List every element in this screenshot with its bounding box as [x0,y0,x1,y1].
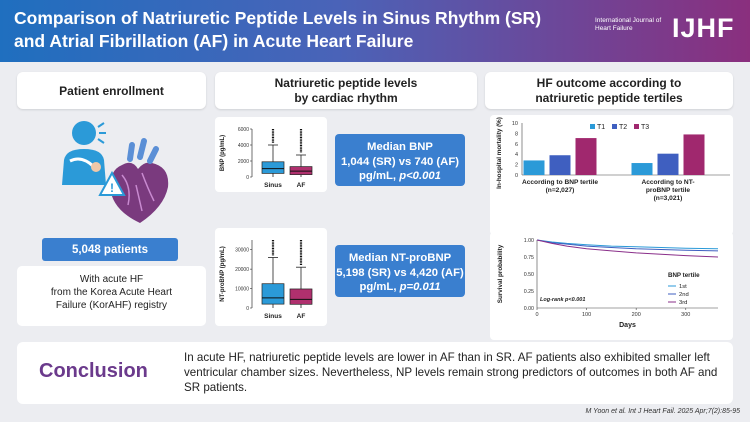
y-tick-label: 10 [512,121,518,127]
box-sinus [261,161,285,174]
bar-t2-group1 [549,155,571,175]
ntprobnp-boxplot-card: 0 10000 20000 30000 NT-proBNP (pg/mL) Sinus AF [215,228,327,326]
legend-swatch-t2 [612,124,617,129]
bnp-boxplot: 0 2000 4000 6000 BNP (pg/mL) Sinus AF [220,127,313,189]
y-tick-label: 1.00 [524,238,534,244]
bnp-median-box: Median BNP 1,044 (SR) vs 740 (AF) pg/mL,… [335,134,465,186]
x-category-label: AF [297,313,306,320]
box-af [289,288,313,305]
y-axis-label: NT-proBNP (pg/mL) [220,246,226,302]
x-category-label: (n=3,021) [654,195,683,202]
km-line-3rd [536,239,719,258]
panel-head-outcome: HF outcome according to natriuretic pepti… [485,72,733,109]
header-banner: Comparison of Natriuretic Peptide Levels… [0,0,750,62]
y-tick-label: 2 [515,163,518,169]
y-tick-label: 6000 [238,127,249,133]
patient-count-badge: 5,048 patients [42,238,178,261]
x-category-label: Sinus [264,313,282,320]
journal-name: International Journal of Heart Failure [595,17,662,32]
patient-heart-illustration: ! [62,121,169,223]
legend-label-t2: T2 [619,124,627,131]
y-axis-label: In-hospital mortality (%) [496,117,503,189]
x-axis-label: Days [619,322,636,329]
y-tick-label: 0 [515,173,518,179]
y-tick-label: 10000 [235,287,249,293]
panel-head-np-levels: Natriuretic peptide levels by cardiac rhy… [215,72,477,109]
legend-title: BNP tertile [668,272,700,279]
km-line-1st [536,239,719,250]
y-tick-label: 8 [515,131,518,137]
legend-swatch-t1 [590,124,595,129]
legend-label-1st: 1st [679,284,687,290]
x-category-label: AF [297,182,306,189]
y-axis-label: BNP (pg/mL) [220,135,226,171]
warning-icon [98,170,126,196]
bar-t3-group2 [683,134,705,175]
legend-swatch-t3 [634,124,639,129]
conclusion-label: Conclusion [39,360,148,382]
x-tick-label: 100 [582,312,591,318]
legend-label-2nd: 2nd [679,292,689,298]
box-sinus [261,283,285,305]
y-tick-label: 30000 [235,248,249,254]
y-tick-label: 0.75 [524,255,534,261]
y-tick-label: 4 [515,152,518,158]
bar-t2-group2 [657,153,679,175]
citation: M Yoon et al. Int J Heart Fail. 2025 Apr… [585,408,740,415]
mortality-bar-card: 0 2 4 6 8 10 In-hospital mortality (%) T1 T2 T3 Ac… [490,115,733,235]
ntprobnp-boxplot: 0 10000 20000 30000 NT-proBNP (pg/mL) Sinus AF [220,240,313,320]
x-category-label: According to BNP tertile [522,179,598,186]
bar-t1-group1 [523,160,545,175]
y-tick-label: 2000 [238,159,249,165]
x-tick-label: 200 [632,312,641,318]
x-tick-label: 0 [535,312,538,318]
km-line-2nd [536,239,719,252]
registry-description: With acute HF from the Korea Acute Heart… [17,266,206,326]
conclusion-box: Conclusion In acute HF, natriuretic pept… [17,342,733,404]
legend-label-t3: T3 [641,124,649,131]
bar-t1-group2 [631,163,653,175]
y-tick-label: 0 [246,306,249,312]
legend-label-3rd: 3rd [679,300,687,306]
x-category-label: According to NT- [641,179,694,186]
legend-label-t1: T1 [597,124,605,131]
x-category-label: (n=2,027) [546,187,575,194]
y-tick-label: 20000 [235,267,249,273]
log-rank-annotation: Log-rank p<0.001 [540,297,585,303]
journal-logo: IJHF [672,13,735,43]
y-axis-label: Survival probability [497,244,504,303]
svg-text:!: ! [110,181,114,195]
x-category-label: proBNP tertile [646,187,691,194]
page-title: Comparison of Natriuretic Peptide Levels… [14,8,542,51]
patient-head-icon [72,121,96,145]
mortality-bar-chart: 0 2 4 6 8 10 In-hospital mortality (%) T1 T2 T3 Ac… [496,117,730,202]
survival-km-card: 0.00 0.25 0.50 0.75 1.00 0 100 200 300 Survival p… [490,232,733,340]
y-tick-label: 6 [515,142,518,148]
x-tick-label: 300 [681,312,690,318]
survival-km-chart: 0.00 0.25 0.50 0.75 1.00 0 100 200 300 Survival p… [497,238,719,329]
x-category-label: Sinus [264,182,282,189]
y-tick-label: 0 [246,175,249,181]
panel-head-enrollment: Patient enrollment [17,72,206,109]
y-tick-label: 0.25 [524,289,534,295]
y-tick-label: 4000 [238,143,249,149]
ntprobnp-median-box: Median NT-proBNP 5,198 (SR) vs 4,420 (AF… [335,245,465,297]
conclusion-text: In acute HF, natriuretic peptide levels … [184,351,718,394]
bnp-boxplot-card: 0 2000 4000 6000 BNP (pg/mL) Sinus AF [215,117,327,192]
y-tick-label: 0.00 [524,306,534,312]
y-tick-label: 0.50 [524,272,534,278]
patient-body-icon [62,149,106,185]
bar-t3-group1 [575,138,597,175]
